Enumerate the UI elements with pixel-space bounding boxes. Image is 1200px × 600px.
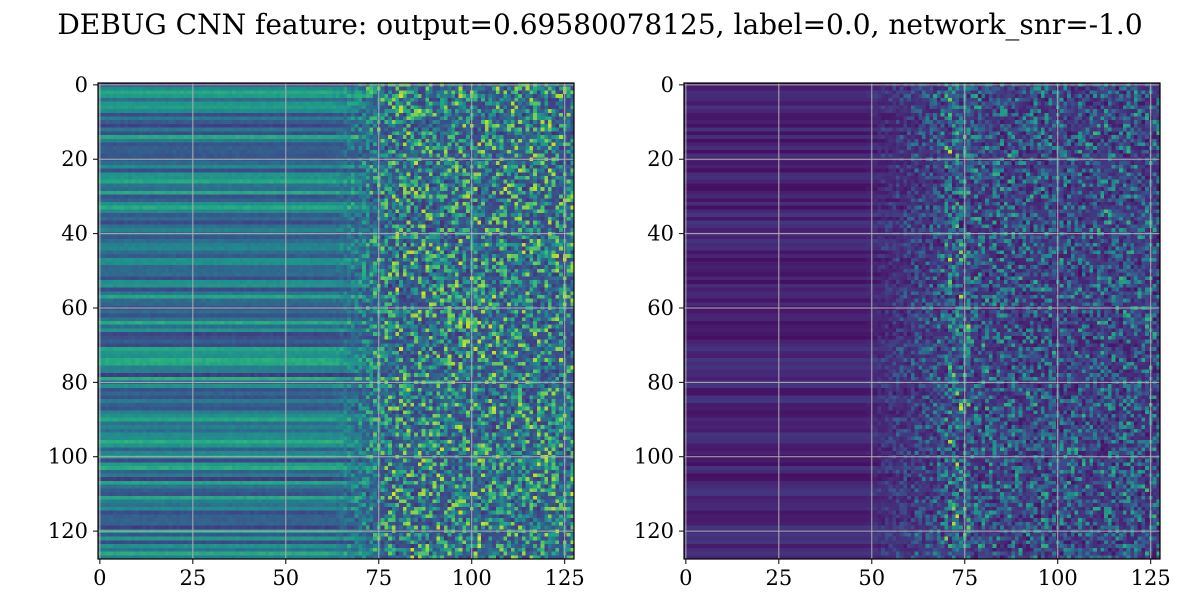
x-tick-label: 50 [858,566,885,590]
y-tick-label: 80 [61,370,88,394]
x-axis-left: 0 25 50 75 100 125 [93,559,585,590]
y-tick-label: 0 [661,73,674,97]
y-tick-label: 20 [61,147,88,171]
x-axis-right: 0 25 50 75 100 125 [679,559,1171,590]
y-tick-label: 20 [647,147,674,171]
y-axis-right: 0 20 40 60 80 100 120 [634,73,684,543]
x-tick-label: 125 [1131,566,1171,590]
y-tick-label: 40 [647,222,674,246]
x-tick-label: 125 [545,566,585,590]
x-tick-label: 75 [365,566,392,590]
y-axis-left: 0 20 40 60 80 100 120 [48,73,98,543]
x-tick-label: 0 [93,566,106,590]
figure-title: DEBUG CNN feature: output=0.69580078125,… [57,8,1143,41]
x-tick-label: 100 [452,566,492,590]
axes-frame-right [683,82,1161,560]
axes-frame-left [97,82,575,560]
y-tick-label: 100 [634,445,674,469]
y-tick-label: 120 [634,519,674,543]
grid-right [684,83,1160,559]
heatmap-image-left [98,83,574,559]
x-tick-label: 25 [179,566,206,590]
x-tick-label: 0 [679,566,692,590]
grid-left [98,83,574,559]
x-tick-label: 100 [1038,566,1078,590]
y-tick-label: 60 [647,296,674,320]
y-tick-label: 100 [48,445,88,469]
heatmap-image-right [684,83,1160,559]
y-tick-label: 60 [61,296,88,320]
y-tick-label: 120 [48,519,88,543]
x-tick-label: 50 [272,566,299,590]
heatmap-panel-left: 0 25 50 75 100 125 0 20 40 60 80 100 120 [48,73,585,590]
x-tick-label: 25 [765,566,792,590]
y-tick-label: 80 [647,370,674,394]
y-tick-label: 0 [75,73,88,97]
x-tick-label: 75 [951,566,978,590]
heatmap-panel-right: 0 25 50 75 100 125 0 20 40 60 80 100 120 [634,73,1171,590]
y-tick-label: 40 [61,222,88,246]
